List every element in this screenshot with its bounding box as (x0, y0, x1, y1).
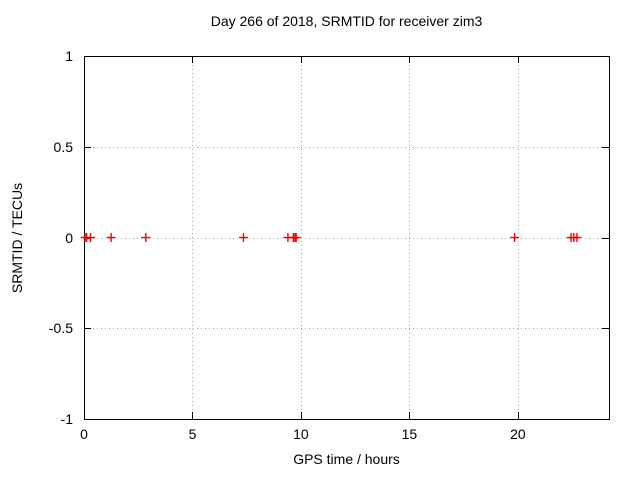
y-tick-label: 1 (65, 48, 73, 64)
data-point-marker (291, 233, 301, 242)
data-point-marker (510, 233, 520, 242)
x-axis-label: GPS time / hours (293, 451, 400, 467)
x-tick-label: 15 (401, 426, 418, 442)
y-tick-label: 0.5 (53, 138, 73, 155)
x-tick-label: 20 (510, 426, 526, 442)
y-tick-label: -0.5 (48, 320, 73, 337)
data-point-marker (572, 233, 582, 242)
data-point-marker (86, 233, 96, 242)
y-tick-label: 0 (65, 229, 73, 246)
x-tick-label: 5 (188, 426, 197, 442)
y-tick-label: -1 (60, 411, 73, 427)
data-point-marker (141, 233, 151, 242)
plot-border (84, 56, 610, 420)
data-point-marker (106, 233, 116, 242)
x-tick-label: 10 (293, 426, 309, 442)
data-point-marker (238, 233, 248, 242)
x-tick-label: 0 (80, 426, 88, 442)
chart-title: Day 266 of 2018, SRMTID for receiver zim… (210, 13, 483, 29)
